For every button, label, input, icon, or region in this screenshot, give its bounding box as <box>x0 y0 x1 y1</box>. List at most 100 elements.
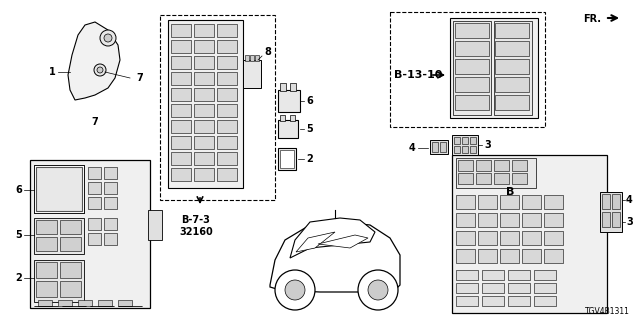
Text: 1: 1 <box>49 67 56 77</box>
Bar <box>522 231 541 245</box>
Bar <box>60 237 81 251</box>
Bar <box>194 88 214 101</box>
Bar <box>171 136 191 149</box>
Text: 5: 5 <box>306 124 313 134</box>
Bar <box>217 152 237 165</box>
Bar <box>495 23 529 38</box>
Bar <box>456 249 475 263</box>
Bar <box>500 195 519 209</box>
Bar <box>217 168 237 181</box>
Bar <box>217 136 237 149</box>
Polygon shape <box>296 232 335 252</box>
Bar <box>280 115 285 121</box>
Text: 6: 6 <box>15 185 22 195</box>
Bar <box>454 137 460 144</box>
Bar <box>453 21 491 115</box>
Bar <box>78 300 92 306</box>
Bar <box>34 260 84 302</box>
Bar <box>430 140 448 154</box>
Bar <box>450 18 538 118</box>
Text: 7: 7 <box>92 117 99 127</box>
Circle shape <box>97 67 103 73</box>
Bar <box>612 212 620 227</box>
Bar <box>544 249 563 263</box>
Bar <box>600 192 622 232</box>
Bar <box>34 218 84 254</box>
Bar <box>36 167 82 211</box>
Bar <box>456 296 478 306</box>
Bar <box>470 137 476 144</box>
Bar <box>194 24 214 37</box>
Circle shape <box>100 30 116 46</box>
Bar <box>478 231 497 245</box>
Bar <box>500 249 519 263</box>
Bar <box>88 218 101 230</box>
Bar <box>171 56 191 69</box>
Bar <box>455 95 489 110</box>
Bar <box>478 195 497 209</box>
Bar <box>495 77 529 92</box>
Bar <box>454 146 460 153</box>
Bar <box>508 270 530 280</box>
Bar <box>280 83 286 91</box>
Bar <box>171 40 191 53</box>
Bar <box>194 104 214 117</box>
Bar <box>456 270 478 280</box>
Bar <box>482 270 504 280</box>
Bar <box>495 41 529 56</box>
Bar <box>34 165 84 213</box>
Bar <box>88 233 101 245</box>
Bar <box>455 59 489 74</box>
Bar <box>278 90 300 112</box>
Circle shape <box>285 280 305 300</box>
Bar <box>278 148 296 170</box>
Bar <box>278 120 298 138</box>
Bar <box>217 56 237 69</box>
Circle shape <box>358 270 398 310</box>
Bar <box>508 296 530 306</box>
Bar <box>462 146 468 153</box>
Bar <box>455 23 489 38</box>
Bar <box>160 15 275 200</box>
Bar <box>88 182 101 194</box>
Bar <box>500 231 519 245</box>
Bar <box>60 220 81 234</box>
Bar <box>36 281 57 297</box>
Circle shape <box>368 280 388 300</box>
Text: 3: 3 <box>484 140 491 150</box>
Bar <box>494 21 532 115</box>
Bar <box>470 146 476 153</box>
Bar <box>60 281 81 297</box>
Bar <box>455 41 489 56</box>
Bar <box>194 56 214 69</box>
Polygon shape <box>290 218 375 258</box>
Bar <box>217 88 237 101</box>
Bar <box>432 142 438 152</box>
Bar <box>612 194 620 209</box>
Bar <box>512 160 527 171</box>
Bar <box>494 173 509 184</box>
Circle shape <box>94 64 106 76</box>
Text: 6: 6 <box>306 96 313 106</box>
Bar <box>482 283 504 293</box>
Bar <box>544 231 563 245</box>
Bar <box>171 168 191 181</box>
Bar <box>217 104 237 117</box>
Bar <box>194 72 214 85</box>
Bar <box>482 296 504 306</box>
Text: FR.: FR. <box>583 14 601 24</box>
Bar <box>508 283 530 293</box>
Bar <box>148 210 162 240</box>
Bar <box>462 137 468 144</box>
Bar <box>280 150 294 168</box>
Circle shape <box>275 270 315 310</box>
Bar <box>171 152 191 165</box>
Bar <box>512 173 527 184</box>
Bar <box>194 152 214 165</box>
Text: 4: 4 <box>408 143 415 153</box>
Bar <box>34 165 84 213</box>
Bar <box>36 237 57 251</box>
Text: B-7-3: B-7-3 <box>182 215 211 225</box>
Bar <box>534 270 556 280</box>
Bar <box>245 55 249 61</box>
